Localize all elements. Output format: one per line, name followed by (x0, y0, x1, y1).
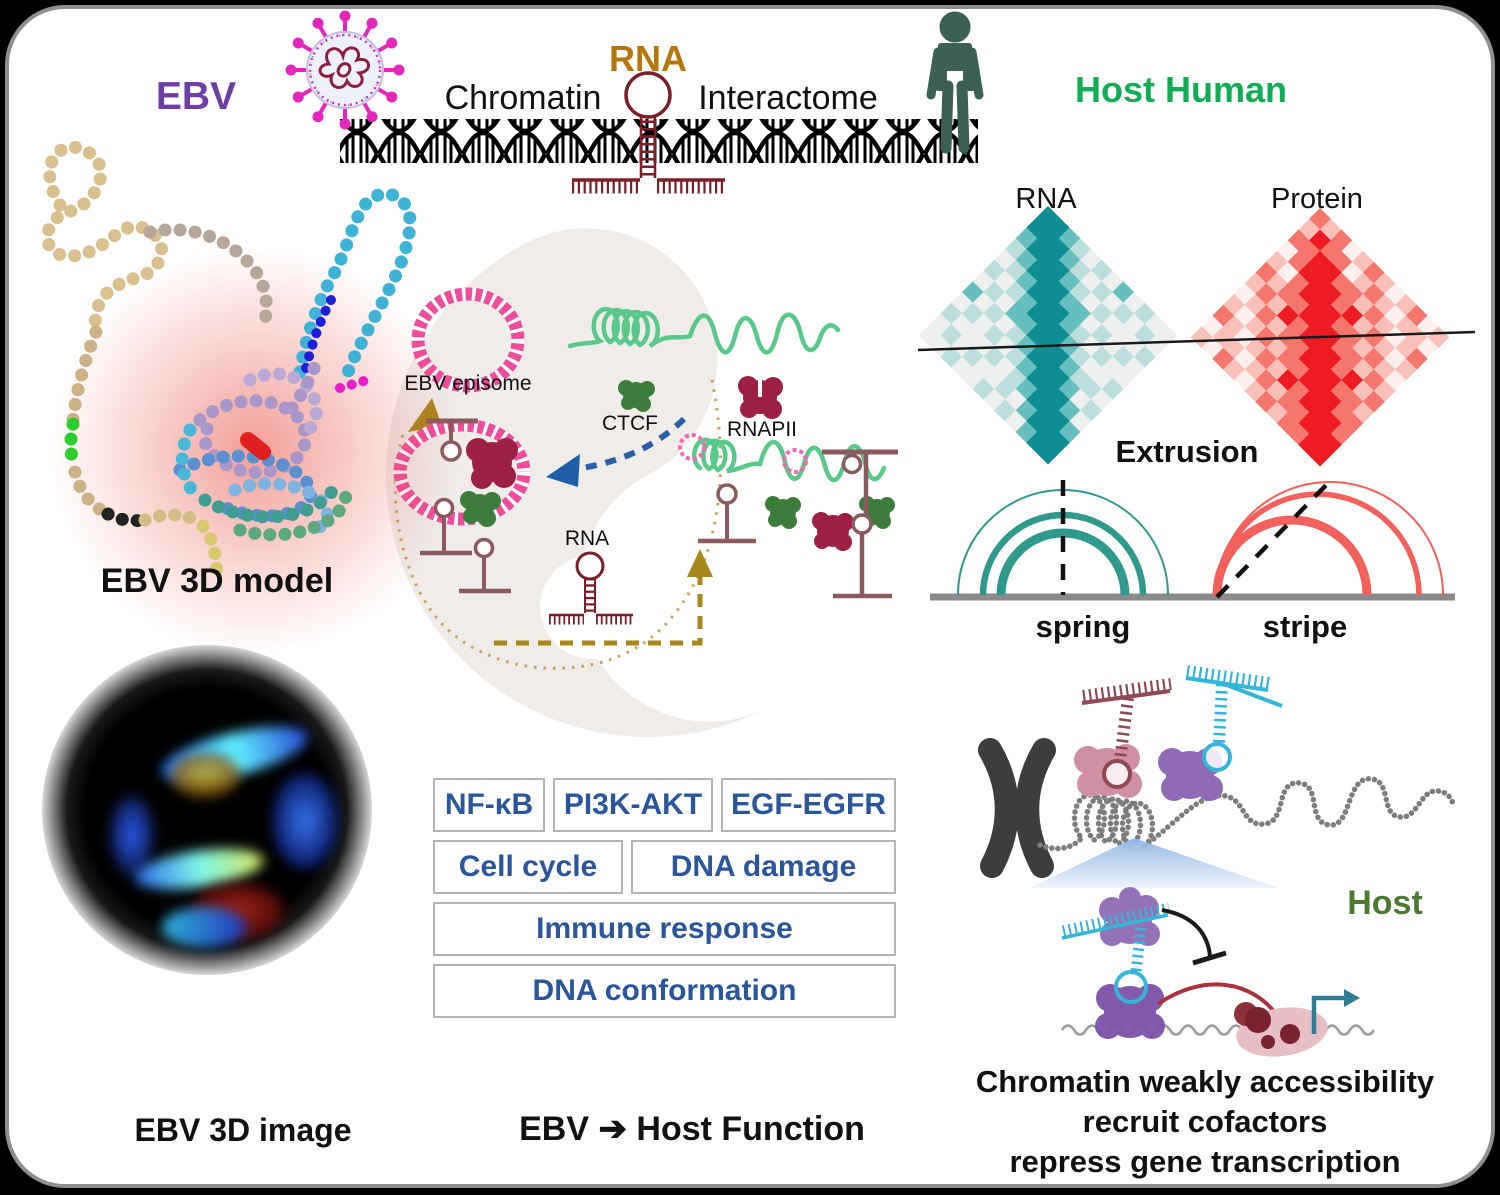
ctcf-blob-labeled (618, 380, 655, 412)
pathway-box-dna-conformation: DNA conformation (433, 964, 896, 1018)
caption-line-3: repress gene transcription (1009, 1144, 1401, 1179)
gold-dashed-arrow (494, 549, 713, 646)
micro-blob (162, 907, 246, 947)
yinyang-dot-white (540, 555, 644, 659)
virus-icon (285, 10, 405, 130)
protein-heatmap (1190, 208, 1450, 467)
pathway-box-cell-cycle: Cell cycle (433, 840, 623, 894)
rna-hairpin-header (572, 71, 725, 194)
pathway-box-pi3k-akt: PI3K-AKT (553, 778, 713, 832)
ebv-3d-model (41, 140, 460, 655)
human-icon (926, 11, 984, 154)
rna-hairpin-center (549, 551, 633, 625)
rna-heatmap (918, 206, 1178, 465)
stripe-arcs (1212, 481, 1444, 596)
recruit-arrow (1156, 982, 1278, 1016)
spring-label: spring (1035, 609, 1131, 644)
cyan-hairpin-repression (1061, 902, 1171, 1004)
pathway-box-nfkb: NF-κB (433, 778, 545, 832)
extrusion-label: Extrusion (1115, 434, 1259, 469)
maroon-rna-hairpin (1081, 678, 1172, 789)
protein-heatmap-label: Protein (1271, 183, 1363, 215)
ctcf-label: CTCF (602, 412, 658, 435)
rna-center-label: RNA (564, 527, 610, 550)
purple-complex-top (1099, 887, 1160, 946)
ebv-episome-label: EBV episome (404, 372, 532, 395)
host-chromatin-lower (678, 433, 898, 599)
repression-diagram (1060, 887, 1376, 1057)
pathway-box-immune-response: Immune response (433, 902, 896, 956)
purple-complex-bottom (1095, 984, 1165, 1039)
pathway-box-dna-damage: DNA damage (631, 840, 896, 894)
gene-arrow (1311, 989, 1360, 1034)
zoom-triangle (1030, 838, 1278, 888)
heatmap-axis-line (917, 330, 1476, 352)
blue-dashed-arrow (546, 416, 687, 487)
hairpins-right (698, 449, 898, 599)
cyan-rna-hairpin (1185, 665, 1283, 772)
inhibition-arrow (1161, 908, 1212, 957)
virus-genome-squiggle (318, 46, 370, 90)
ebv-title: EBV (155, 75, 237, 118)
repression-caption: Chromatin weakly accessibility recruit c… (955, 1062, 1455, 1182)
pathway-boxes: NF-κB PI3K-AKT EGF-EGFR Cell cycle DNA d… (433, 778, 896, 1018)
host-chromosome-diagram (978, 665, 1457, 888)
ebv-3d-model-caption: EBV 3D model (100, 562, 334, 600)
caption-line-1: Chromatin weakly accessibility (975, 1064, 1435, 1099)
yinyang-dot-gray (653, 315, 713, 375)
interactome-title: Interactome (698, 79, 878, 117)
host-chromatin-top (567, 306, 841, 419)
chromatin-fiber (1037, 776, 1457, 852)
stripe-label: stripe (1262, 609, 1348, 644)
ebv-host-function-caption: EBV ➔ Host Function (519, 1110, 865, 1148)
rnapii-blob (466, 438, 518, 489)
caption-line-2: recruit cofactors (1082, 1104, 1328, 1139)
rnapii-blob-labeled (738, 376, 783, 419)
transcription-complex (1234, 1002, 1328, 1057)
micro-blob (110, 795, 154, 875)
micro-blob (272, 773, 338, 869)
ctcf-blob (460, 491, 501, 527)
rna-heatmap-label: RNA (1015, 183, 1077, 215)
ebv-3d-image-caption: EBV 3D image (134, 1112, 352, 1148)
micro-blob (170, 753, 240, 797)
rnapii-label: RNAPII (726, 418, 797, 441)
dna-helix-banner (340, 119, 978, 163)
extrusion-arcs (930, 476, 1455, 601)
rna-title: RNA (609, 38, 687, 79)
pathway-box-egf-egfr: EGF-EGFR (721, 778, 896, 832)
ebv-3d-microscopy-image (42, 645, 372, 975)
chromatin-title: Chromatin (444, 79, 602, 117)
host-human-title: Host Human (1074, 69, 1287, 110)
host-label: Host (1347, 884, 1423, 922)
